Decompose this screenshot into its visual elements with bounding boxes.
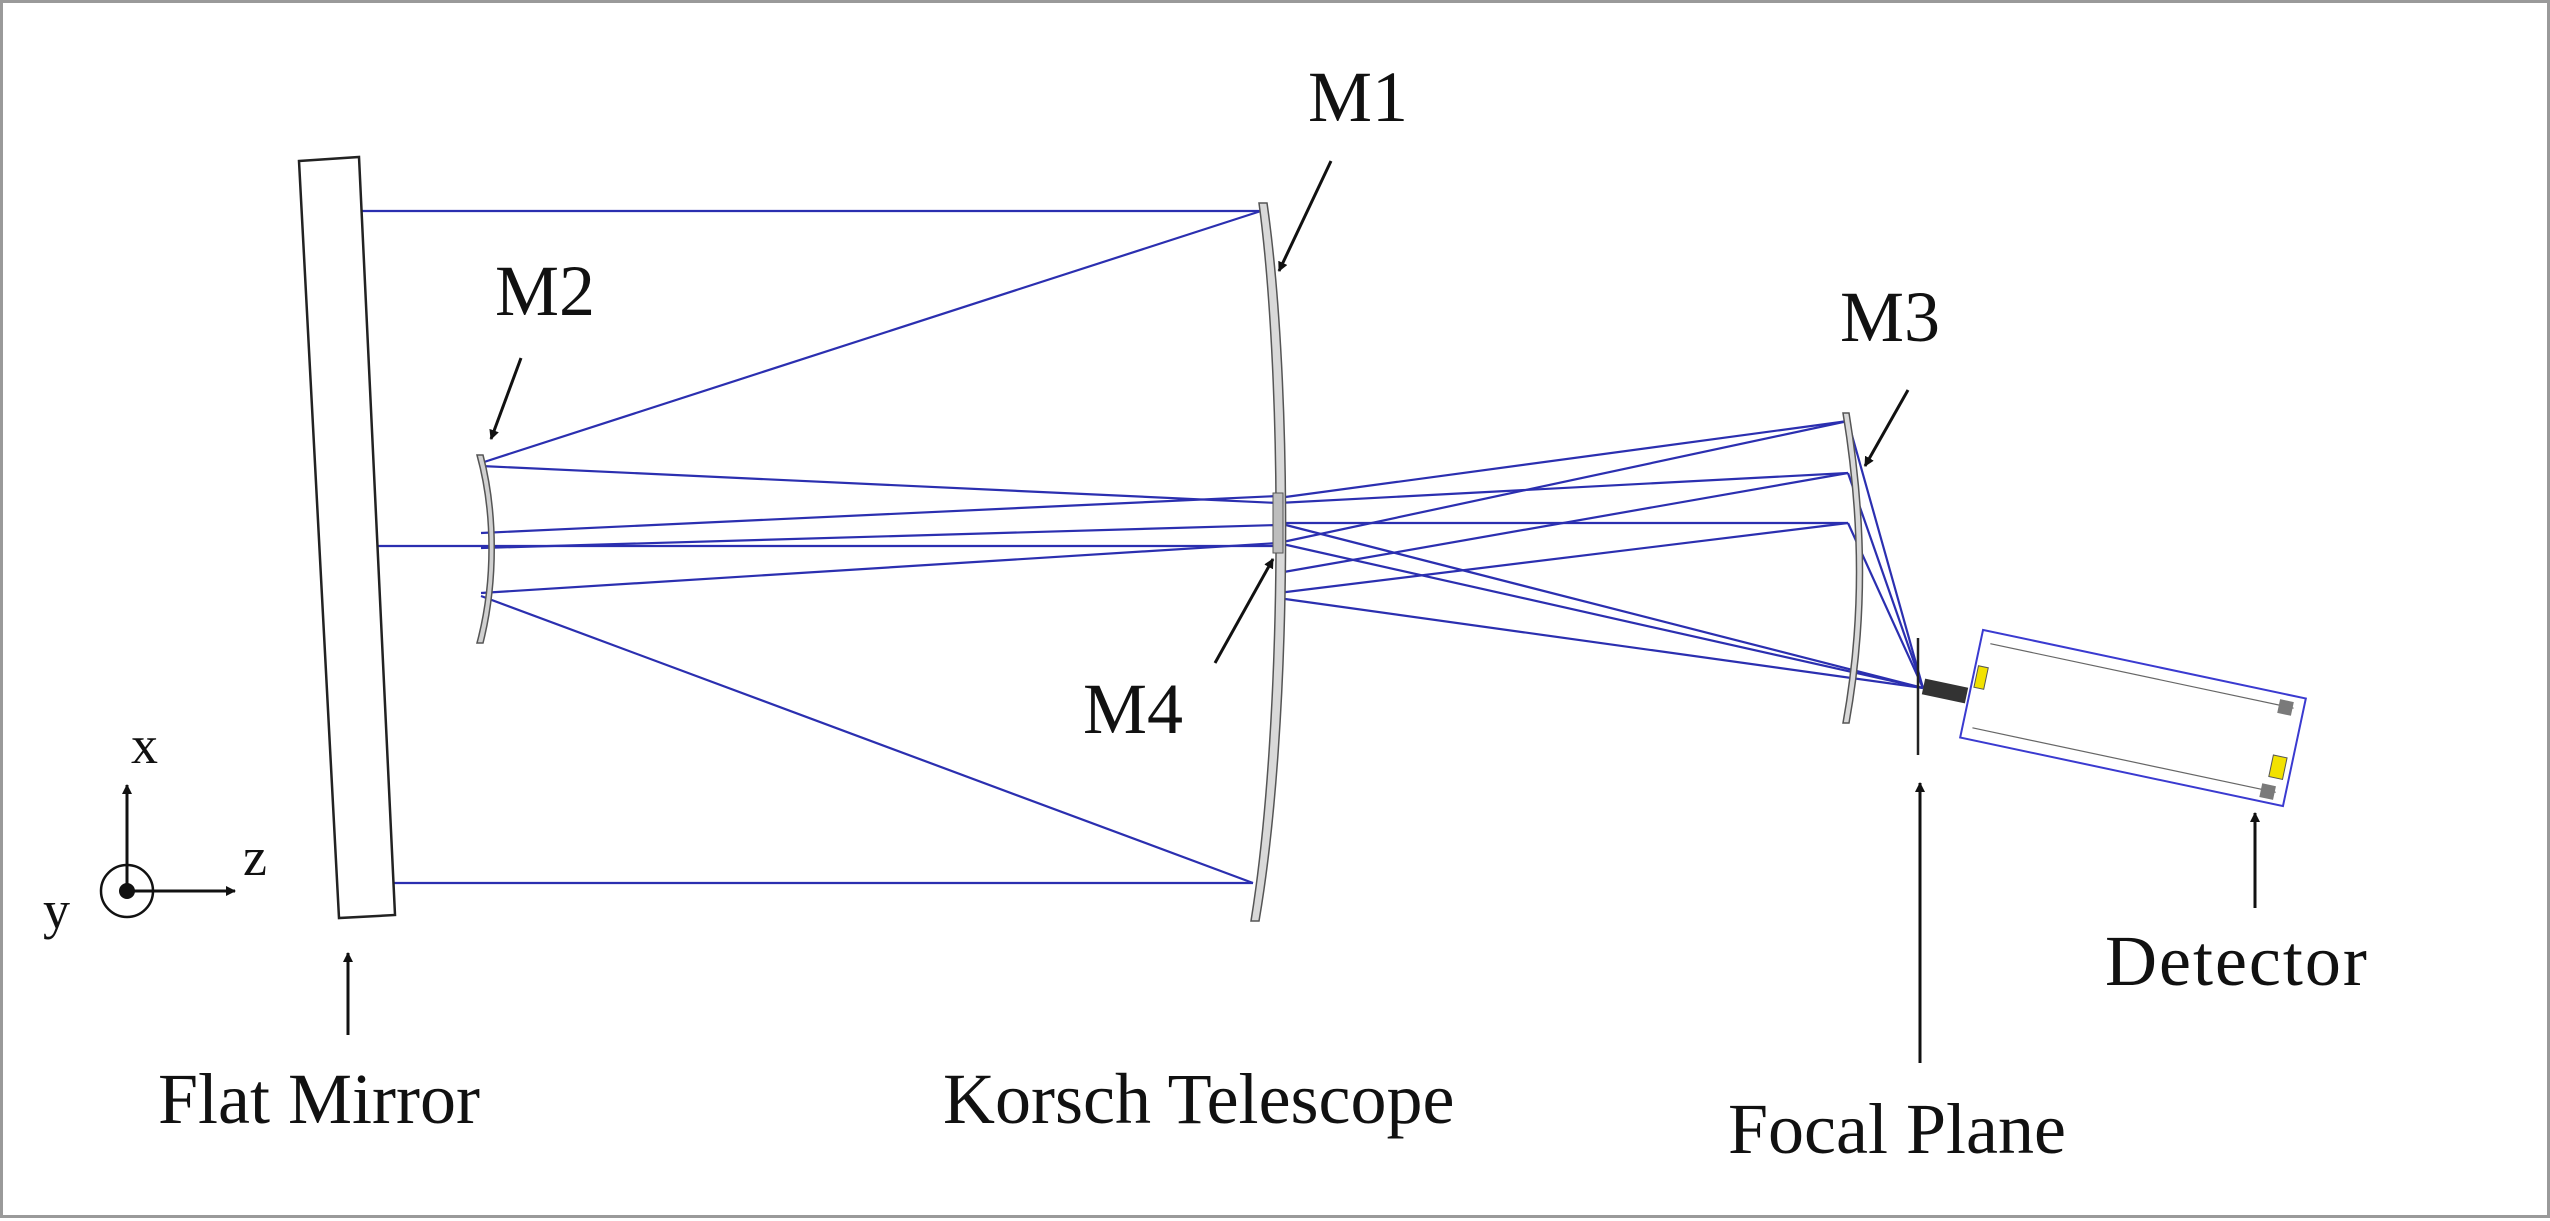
ray-m4-m3-a — [1277, 419, 1849, 500]
ray-bundle — [359, 209, 1925, 885]
axis-label-z: z — [243, 827, 267, 887]
m1-mirror — [1250, 202, 1287, 922]
detector-input — [1921, 678, 1969, 704]
ray-m2-m4-c — [480, 523, 1279, 550]
arrow-icon — [489, 357, 523, 440]
axis-label-x: x — [131, 715, 158, 775]
ray-m4-fp-b — [1277, 541, 1924, 690]
detector — [1958, 628, 2308, 808]
axis-label-y: y — [43, 880, 70, 940]
label-m2: M2 — [495, 251, 595, 331]
m3-mirror — [1842, 412, 1864, 724]
flat-mirror — [297, 155, 397, 920]
ray-m2-m4-a — [480, 464, 1279, 505]
label-m4: M4 — [1083, 669, 1183, 749]
label-m3: M3 — [1840, 277, 1940, 357]
ray-m1-m2-bottom — [480, 594, 1254, 885]
label-focal-plane: Focal Plane — [1728, 1089, 2066, 1169]
coordinate-axes-icon: x z y — [43, 715, 267, 940]
label-flat-mirror: Flat Mirror — [158, 1059, 480, 1139]
y-axis-dot — [119, 883, 135, 899]
label-korsch-telescope: Korsch Telescope — [943, 1059, 1454, 1139]
m4-mirror — [1272, 492, 1284, 554]
detector-clip-top — [2277, 699, 2294, 716]
arrow-icon — [1213, 558, 1275, 664]
detector-body — [1958, 628, 2308, 808]
detector-inner-top — [1990, 643, 2294, 709]
arrow-icon — [1863, 389, 1910, 467]
label-detector: Detector — [2105, 921, 2369, 1001]
label-m1: M1 — [1308, 57, 1408, 137]
y-axis-circle — [99, 863, 155, 919]
ray-m4-m3-e — [1277, 471, 1849, 575]
ray-m2-m4-d — [480, 541, 1279, 595]
ray-m4-fp-a — [1277, 521, 1924, 690]
ray-m1-m2-top — [480, 209, 1262, 465]
ray-m4-fp-c — [1277, 596, 1924, 690]
ray-m4-m3-f — [1277, 521, 1849, 595]
detector-inner-bottom — [1972, 727, 2276, 793]
ray-m3-fp-a — [1846, 420, 1925, 689]
ray-m4-m3-b — [1277, 471, 1849, 505]
arrow-icon — [1277, 160, 1333, 272]
detector-clip-bottom — [2259, 783, 2276, 800]
ray-m2-m4-b — [480, 494, 1279, 535]
ray-m4-m3-d — [1277, 419, 1849, 545]
detector-rear-accent — [2268, 754, 2288, 781]
m2-mirror — [476, 454, 495, 644]
detector-front-accent — [1973, 665, 1989, 690]
